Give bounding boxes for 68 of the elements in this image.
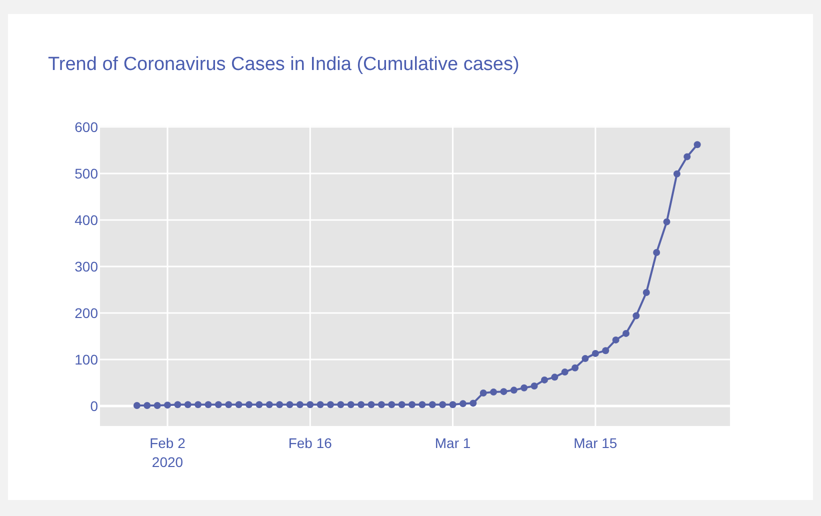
point — [500, 388, 508, 396]
point — [184, 401, 192, 408]
point — [194, 401, 202, 408]
point — [540, 376, 548, 384]
y-tick-label: 500 — [74, 165, 98, 182]
point — [378, 401, 385, 408]
point — [256, 401, 263, 408]
point — [286, 401, 294, 408]
point — [632, 312, 640, 320]
point — [337, 401, 344, 408]
point — [694, 141, 701, 148]
point — [642, 289, 650, 296]
chart-title: Trend of Coronavirus Cases in India (Cumulative cases) — [48, 54, 520, 75]
point — [428, 401, 436, 408]
point — [612, 336, 620, 344]
point — [408, 401, 416, 408]
point — [418, 401, 426, 408]
point — [276, 401, 284, 408]
point — [246, 401, 253, 408]
point — [561, 368, 568, 376]
point — [663, 218, 670, 226]
point — [154, 402, 161, 410]
y-tick-label: 100 — [74, 351, 98, 368]
x-tick-label: Mar 15 — [574, 435, 618, 451]
point — [510, 386, 518, 394]
point — [174, 401, 182, 408]
point — [602, 347, 610, 354]
x-tick-label: Feb 16 — [288, 435, 332, 451]
point — [347, 401, 354, 408]
point — [398, 401, 406, 408]
point — [520, 384, 528, 392]
point — [439, 401, 446, 408]
point — [551, 374, 558, 381]
point — [327, 401, 334, 408]
point — [388, 401, 396, 408]
point — [449, 401, 456, 408]
x-tick-label: Mar 1 — [434, 435, 471, 451]
point — [673, 170, 680, 178]
point — [572, 364, 579, 372]
point — [530, 382, 538, 390]
point — [316, 401, 324, 408]
point — [480, 389, 487, 396]
y-tick-label: 0 — [90, 398, 98, 414]
point — [164, 402, 171, 409]
point — [204, 401, 212, 408]
point — [470, 400, 477, 407]
y-tick-label: 200 — [74, 304, 98, 321]
point — [214, 401, 222, 408]
point — [235, 401, 242, 408]
y-tick-label: 300 — [74, 258, 98, 274]
point — [296, 401, 304, 408]
point — [306, 401, 314, 408]
point — [368, 401, 375, 408]
point — [225, 401, 232, 408]
point — [144, 402, 151, 410]
point — [592, 350, 599, 357]
point — [490, 388, 498, 396]
point — [582, 355, 589, 362]
y-tick-label: 600 — [74, 118, 98, 135]
point — [684, 153, 691, 160]
point — [653, 249, 660, 256]
x-tick-label: Feb 2 2020 — [150, 435, 186, 470]
point — [266, 401, 273, 408]
point — [133, 402, 140, 410]
y-tick-label: 400 — [74, 212, 98, 228]
point — [358, 401, 365, 408]
point — [459, 400, 466, 408]
point — [622, 330, 630, 337]
